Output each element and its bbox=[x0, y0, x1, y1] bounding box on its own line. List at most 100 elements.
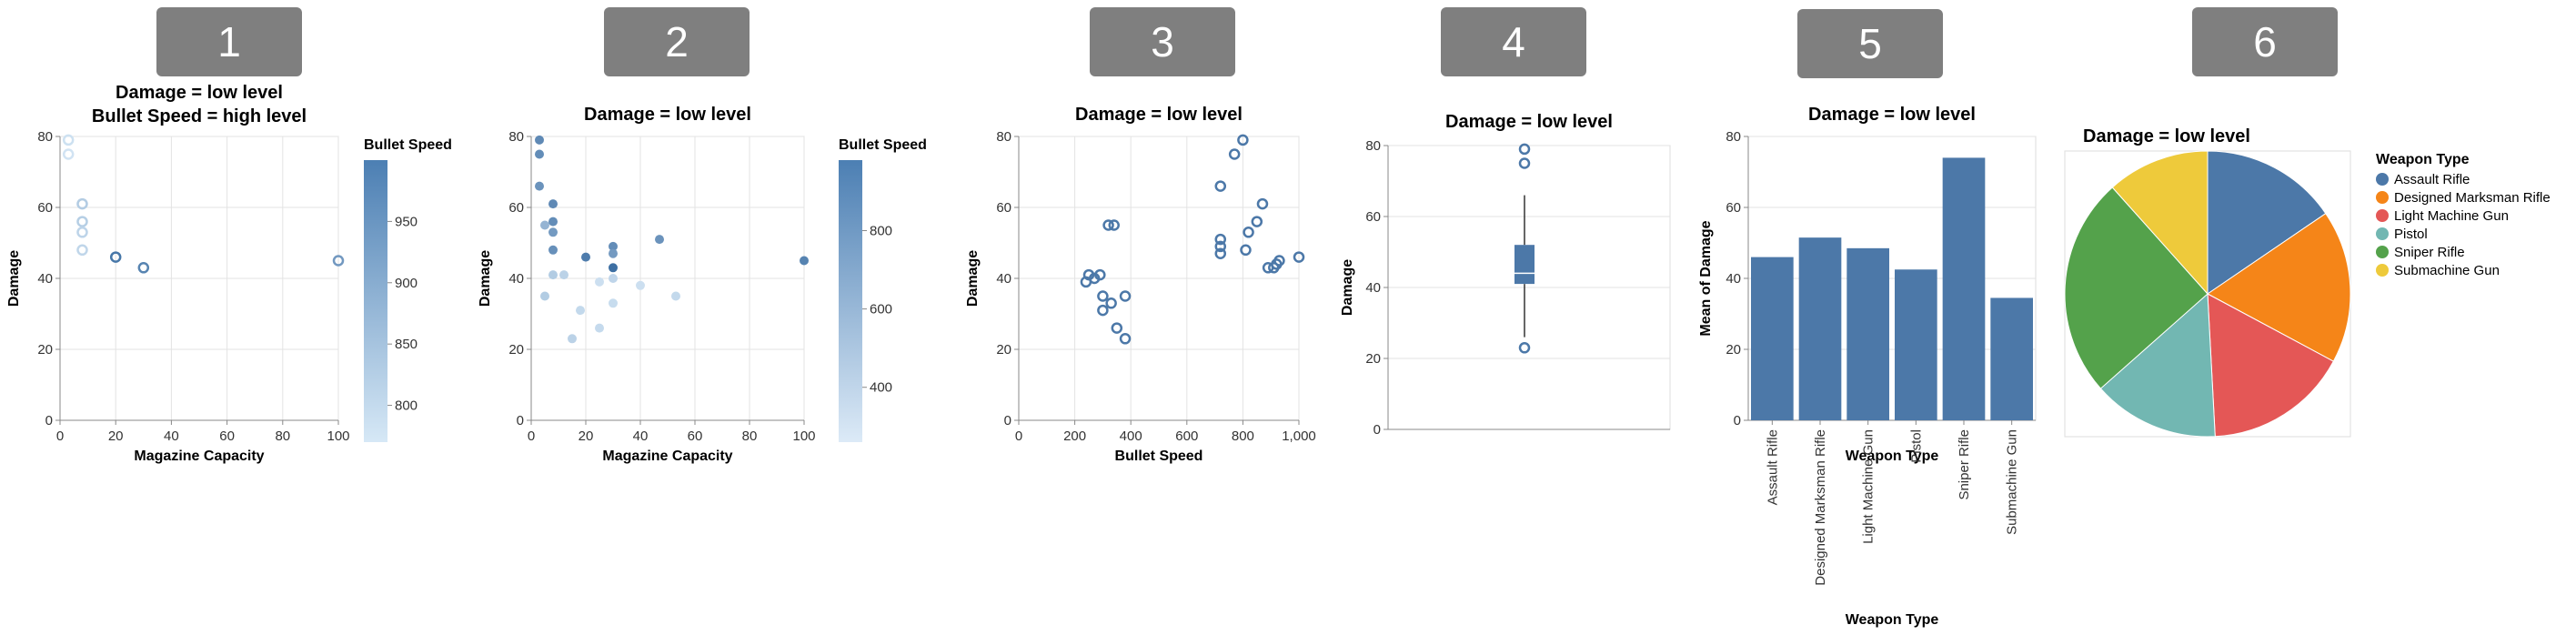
p3-title: Damage = low level bbox=[1075, 105, 1243, 125]
p3-y-tick-label: 20 bbox=[996, 342, 1011, 358]
p6-legend-swatch bbox=[2376, 246, 2389, 258]
p6-legend-label: Designed Marksman Rifle bbox=[2394, 190, 2551, 206]
p6-legend-label: Pistol bbox=[2394, 227, 2428, 242]
p2-x-tick-label: 100 bbox=[792, 428, 815, 444]
p3-x-tick-label: 200 bbox=[1063, 428, 1086, 444]
p2-x-tick-label: 80 bbox=[742, 428, 758, 444]
p3-point bbox=[1293, 251, 1305, 263]
p1-legend-tick-label: 800 bbox=[395, 398, 418, 414]
p1-point bbox=[109, 251, 122, 263]
p5-bar bbox=[1798, 237, 1842, 420]
p4-y-tick-label: 60 bbox=[1365, 209, 1381, 225]
p2-point bbox=[548, 227, 558, 237]
p3-x-tick-label: 600 bbox=[1175, 428, 1198, 444]
p2-legend-tick-label: 600 bbox=[870, 302, 892, 318]
p2-point bbox=[535, 149, 544, 159]
p2-point bbox=[609, 248, 618, 258]
p5-bar bbox=[1990, 297, 2033, 420]
p5-x-axis-title: Weapon Type bbox=[1846, 449, 1939, 464]
p1-subtitle: Bullet Speed = high level bbox=[92, 106, 307, 126]
p1-x-tick-label: 20 bbox=[108, 428, 124, 444]
panel-badge-1: 1 bbox=[156, 7, 302, 76]
p5-x-tick-label: Light Machine Gun bbox=[1861, 429, 1877, 544]
p2-legend-tick-label: 800 bbox=[870, 224, 892, 239]
p5-y-tick-label: 60 bbox=[1726, 200, 1741, 216]
p2-point bbox=[548, 245, 558, 255]
p6-legend-title: Weapon Type bbox=[2376, 152, 2470, 167]
p1-legend-title: Bullet Speed bbox=[364, 137, 452, 153]
p3-point bbox=[1119, 333, 1132, 345]
p1-point bbox=[62, 134, 75, 146]
p6-legend-swatch bbox=[2376, 227, 2389, 240]
p5-frame bbox=[1744, 136, 2037, 421]
p2-point bbox=[540, 291, 549, 301]
p6-slice bbox=[2111, 150, 2209, 296]
p2-x-axis-title: Magazine Capacity bbox=[602, 449, 732, 464]
p6-title: Damage = low level bbox=[2083, 126, 2250, 146]
p1-y-tick-label: 80 bbox=[37, 129, 53, 145]
p6-legend-swatch bbox=[2376, 191, 2389, 204]
p1-title: Damage = low level bbox=[116, 83, 283, 103]
p1-x-tick-label: 60 bbox=[219, 428, 235, 444]
p2-x-tick-label: 0 bbox=[528, 428, 535, 444]
p1-x-tick-label: 80 bbox=[275, 428, 290, 444]
p3-point bbox=[1094, 268, 1106, 281]
p6-slice bbox=[2099, 292, 2216, 438]
p2-point bbox=[535, 181, 544, 191]
p3-point bbox=[1119, 290, 1132, 302]
p2-legend-title: Bullet Speed bbox=[839, 137, 927, 153]
p4-y-tick-label: 0 bbox=[1374, 422, 1381, 438]
p2-y-axis-title: Damage bbox=[478, 250, 493, 307]
p6-legend-label: Submachine Gun bbox=[2394, 263, 2500, 278]
p2-y-tick-label: 20 bbox=[508, 342, 524, 358]
p2-point bbox=[595, 323, 604, 333]
p6-slice bbox=[2207, 212, 2351, 362]
p1-legend-tick-label: 900 bbox=[395, 276, 418, 291]
p3-point bbox=[1243, 227, 1254, 238]
p3-point bbox=[1214, 233, 1227, 246]
p3-point bbox=[1214, 247, 1227, 259]
p5-x-axis-title: Weapon Type bbox=[1846, 612, 1939, 628]
p3-frame bbox=[1014, 136, 1300, 425]
p5-x-tick-label: Assault Rifle bbox=[1765, 429, 1780, 505]
p3-point bbox=[1251, 216, 1263, 227]
p3-point bbox=[1105, 297, 1117, 309]
p4-outlier bbox=[1518, 342, 1531, 354]
p2-y-tick-label: 40 bbox=[508, 271, 524, 287]
p3-point bbox=[1256, 197, 1269, 210]
p5-y-tick-label: 0 bbox=[1734, 413, 1741, 428]
p3-point bbox=[1228, 148, 1241, 160]
p2-point bbox=[609, 274, 618, 283]
p5-x-tick-label: Sniper Rifle bbox=[1957, 429, 1972, 500]
p2-y-tick-label: 0 bbox=[517, 413, 524, 428]
p2-point bbox=[636, 280, 645, 290]
p6-legend-swatch bbox=[2376, 264, 2389, 277]
p2-title: Damage = low level bbox=[584, 105, 751, 125]
p3-point bbox=[1214, 180, 1227, 192]
p3-x-tick-label: 0 bbox=[1015, 428, 1022, 444]
p3-point bbox=[1108, 219, 1120, 231]
p2-legend-gradient bbox=[839, 160, 862, 442]
p5-bar bbox=[1942, 157, 1986, 420]
p1-y-tick-label: 60 bbox=[37, 200, 53, 216]
p3-point bbox=[1240, 244, 1252, 257]
p3-y-tick-label: 60 bbox=[996, 200, 1011, 216]
p4-y-tick-label: 80 bbox=[1365, 138, 1381, 154]
p2-point bbox=[595, 277, 604, 287]
p1-y-tick-label: 20 bbox=[37, 342, 53, 358]
p5-y-tick-label: 40 bbox=[1726, 271, 1741, 287]
p2-point bbox=[581, 252, 590, 262]
p1-x-tick-label: 40 bbox=[164, 428, 179, 444]
panel-badge-3: 3 bbox=[1090, 7, 1235, 76]
p4-outlier bbox=[1518, 143, 1531, 156]
p6-slice bbox=[2207, 293, 2335, 438]
p2-point bbox=[548, 270, 558, 280]
p5-bar bbox=[1895, 269, 1937, 420]
p1-point bbox=[76, 197, 88, 210]
p2-point bbox=[800, 256, 809, 266]
p1-point bbox=[76, 244, 88, 257]
p1-legend-tick-label: 950 bbox=[395, 214, 418, 229]
p6-legend-label: Sniper Rifle bbox=[2394, 245, 2465, 260]
panel-badge-6: 6 bbox=[2192, 7, 2338, 76]
